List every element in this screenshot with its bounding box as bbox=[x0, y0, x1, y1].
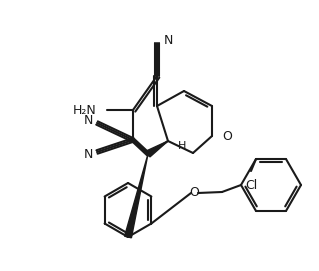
Text: H: H bbox=[178, 141, 186, 151]
Text: H₂N: H₂N bbox=[73, 104, 97, 117]
Text: O: O bbox=[189, 186, 199, 199]
Polygon shape bbox=[125, 154, 148, 238]
Text: N: N bbox=[84, 149, 93, 162]
Text: Cl: Cl bbox=[245, 179, 257, 192]
Text: N: N bbox=[84, 114, 93, 127]
Text: N: N bbox=[164, 34, 173, 47]
Text: O: O bbox=[222, 130, 232, 143]
Polygon shape bbox=[146, 141, 168, 157]
